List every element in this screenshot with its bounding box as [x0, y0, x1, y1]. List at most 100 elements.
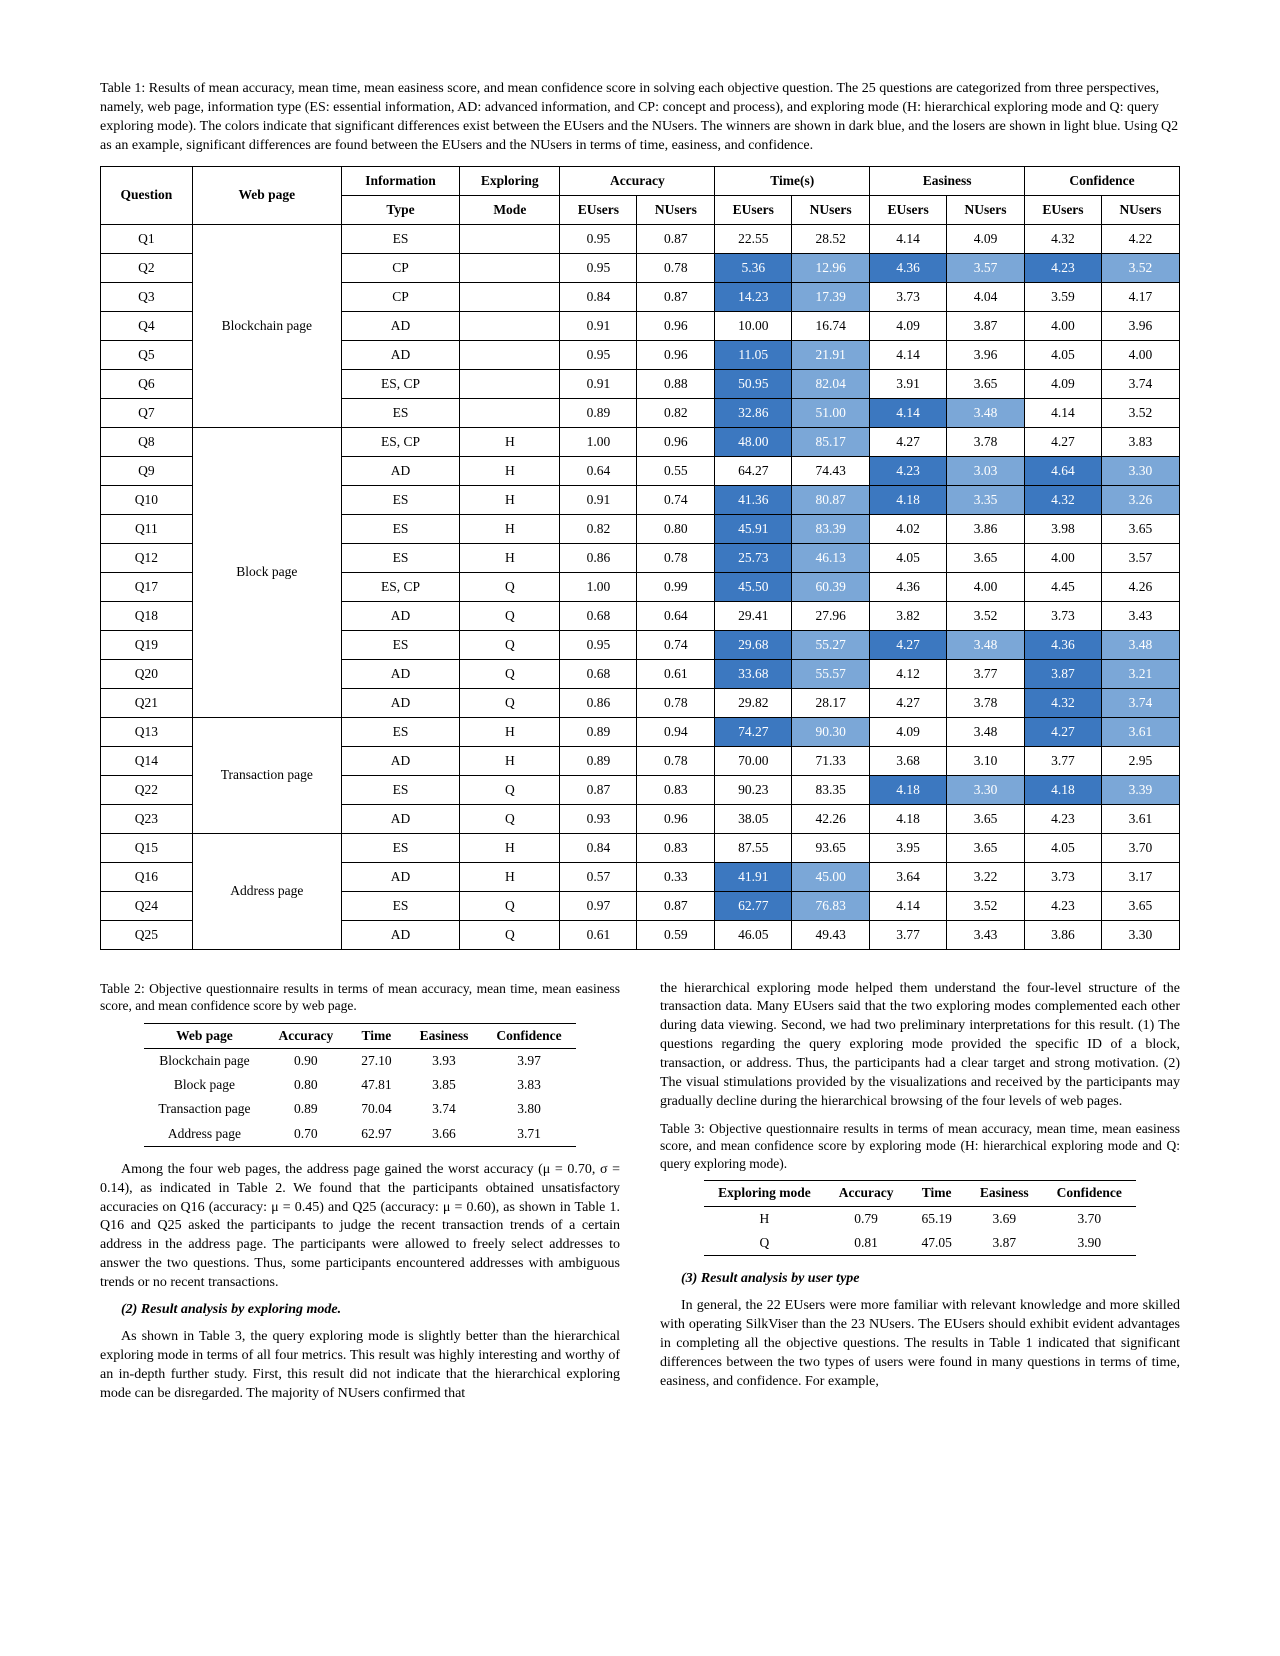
table-cell: H [460, 833, 560, 862]
table-cell: 87.55 [715, 833, 792, 862]
table-cell: Q5 [101, 340, 193, 369]
table-cell: AD [341, 456, 459, 485]
table-cell: ES [341, 485, 459, 514]
table-cell: 3.59 [1025, 282, 1102, 311]
table-cell: 4.32 [1025, 485, 1102, 514]
table-cell: 14.23 [715, 282, 792, 311]
t2-h4: Easiness [406, 1023, 483, 1048]
table-cell: ES [341, 717, 459, 746]
table-cell: 3.97 [482, 1048, 575, 1073]
table-cell: AD [341, 601, 459, 630]
table-cell: H [460, 862, 560, 891]
subhead-2: (2) Result analysis by exploring mode. [100, 1301, 620, 1320]
table-cell: 4.02 [870, 514, 947, 543]
table-cell: 3.48 [1101, 630, 1179, 659]
table-cell: 3.48 [947, 630, 1025, 659]
table-cell: 3.83 [482, 1073, 575, 1097]
table-cell: ES [341, 775, 459, 804]
th-time: Time(s) [715, 166, 870, 195]
table-cell: 4.27 [870, 688, 947, 717]
table-cell: 0.87 [637, 224, 715, 253]
table-cell: 0.78 [637, 253, 715, 282]
table-cell: 70.04 [347, 1097, 405, 1121]
table-cell: Q11 [101, 514, 193, 543]
table-cell: Q9 [101, 456, 193, 485]
table-cell: 3.85 [406, 1073, 483, 1097]
table-cell: Q12 [101, 543, 193, 572]
table-cell: Q [460, 775, 560, 804]
table-cell: 33.68 [715, 659, 792, 688]
table-cell: 93.65 [792, 833, 870, 862]
table-cell: 0.79 [825, 1206, 908, 1231]
table-cell: ES, CP [341, 427, 459, 456]
table-cell: 3.21 [1101, 659, 1179, 688]
table-cell: 5.36 [715, 253, 792, 282]
table-cell: 0.82 [560, 514, 637, 543]
table-cell: H [460, 485, 560, 514]
table-cell: 0.95 [560, 630, 637, 659]
table-cell: Q24 [101, 891, 193, 920]
table-cell: 3.61 [1101, 717, 1179, 746]
table-cell: 11.05 [715, 340, 792, 369]
table-cell: AD [341, 862, 459, 891]
table-cell: 3.93 [406, 1048, 483, 1073]
table-cell: 0.84 [560, 833, 637, 862]
table-cell: Blockchain page [144, 1048, 264, 1073]
table-cell: 3.66 [406, 1122, 483, 1147]
table-cell: 3.43 [947, 920, 1025, 949]
table-cell: ES [341, 514, 459, 543]
table-cell: ES, CP [341, 572, 459, 601]
table-cell: 3.26 [1101, 485, 1179, 514]
table-cell: Q [704, 1231, 825, 1256]
table-cell: 4.36 [870, 253, 947, 282]
th-eusers: EUsers [560, 195, 637, 224]
table-cell: 4.26 [1101, 572, 1179, 601]
para-3: the hierarchical exploring mode helped t… [660, 980, 1180, 1112]
table-cell: 3.65 [947, 369, 1025, 398]
table-cell: 4.45 [1025, 572, 1102, 601]
table-cell: 4.32 [1025, 224, 1102, 253]
para-4: In general, the 22 EUsers were more fami… [660, 1297, 1180, 1391]
table1-caption: Table 1: Results of mean accuracy, mean … [100, 80, 1180, 156]
table-cell: 0.89 [264, 1097, 347, 1121]
table2-caption: Table 2: Objective questionnaire results… [100, 980, 620, 1015]
table-cell: 3.03 [947, 456, 1025, 485]
table-cell: 82.04 [792, 369, 870, 398]
table-cell [460, 369, 560, 398]
table-cell: 3.70 [1043, 1206, 1136, 1231]
table-cell: 21.91 [792, 340, 870, 369]
table-cell: 3.65 [947, 804, 1025, 833]
table-cell: 3.98 [1025, 514, 1102, 543]
table-cell: 4.23 [1025, 253, 1102, 282]
table-cell: 50.95 [715, 369, 792, 398]
table-cell: 3.83 [1101, 427, 1179, 456]
table-cell: 3.10 [947, 746, 1025, 775]
table-cell [460, 224, 560, 253]
table-cell: 49.43 [792, 920, 870, 949]
table-cell: 0.74 [637, 630, 715, 659]
table-cell: 0.70 [264, 1122, 347, 1147]
table-cell: 3.69 [966, 1206, 1043, 1231]
table-cell: ES [341, 543, 459, 572]
table-cell: 83.39 [792, 514, 870, 543]
table-cell: 0.84 [560, 282, 637, 311]
table-cell: 0.55 [637, 456, 715, 485]
table3: Exploring mode Accuracy Time Easiness Co… [704, 1180, 1136, 1256]
table-cell: H [460, 543, 560, 572]
table-cell: 3.87 [966, 1231, 1043, 1256]
t3-h3: Time [907, 1181, 965, 1206]
th-nusers: NUsers [792, 195, 870, 224]
table-cell: ES [341, 224, 459, 253]
table-cell: CP [341, 282, 459, 311]
table-cell: Q17 [101, 572, 193, 601]
table-cell: AD [341, 688, 459, 717]
th-eusers: EUsers [870, 195, 947, 224]
left-column: Table 2: Objective questionnaire results… [100, 980, 620, 1412]
t3-h2: Accuracy [825, 1181, 908, 1206]
table-cell: CP [341, 253, 459, 282]
table-cell: 3.96 [1101, 311, 1179, 340]
table-cell: 0.94 [637, 717, 715, 746]
table-cell: 4.18 [870, 804, 947, 833]
table-cell: 1.00 [560, 572, 637, 601]
table-cell: 45.50 [715, 572, 792, 601]
